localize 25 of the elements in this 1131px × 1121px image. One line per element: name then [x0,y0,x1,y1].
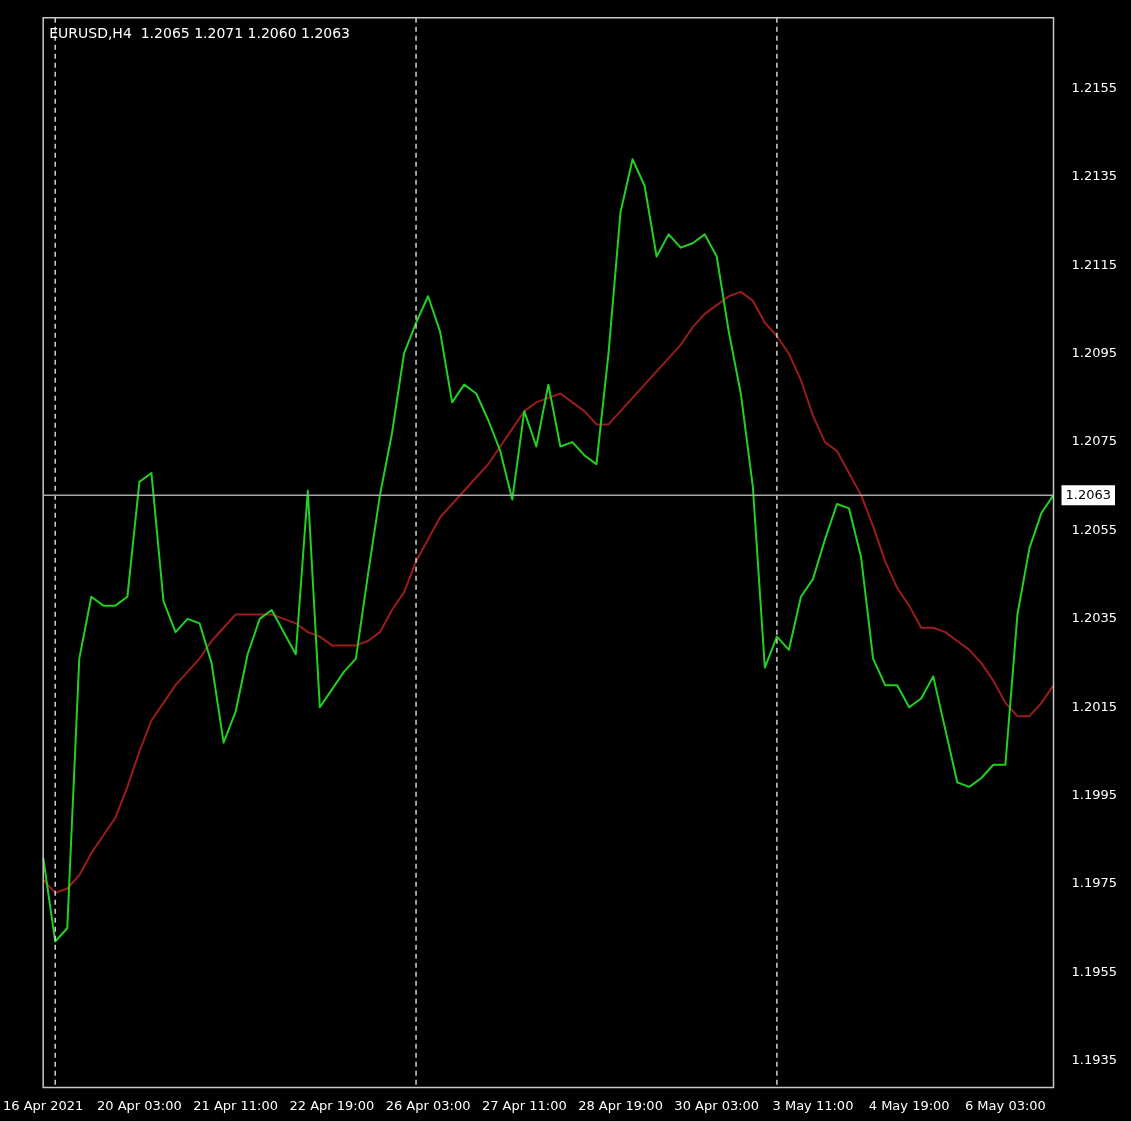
x-tick-label: 20 Apr 03:00 [97,1097,182,1113]
y-tick-label: 1.1955 [1071,963,1118,979]
x-tick-label: 28 Apr 19:00 [578,1097,663,1113]
x-tick-label: 27 Apr 11:00 [481,1097,567,1113]
y-tick-label: 1.1975 [1071,875,1118,891]
x-tick-label: 16 Apr 2021 [2,1097,84,1113]
y-tick-label: 1.2035 [1071,610,1118,626]
y-tick-label: 1.2135 [1071,168,1118,184]
x-tick-label: 22 Apr 19:00 [289,1097,375,1113]
x-tick-label: 3 May 11:00 [772,1097,854,1113]
y-tick-label: 1.1995 [1071,787,1118,803]
y-tick-label: 1.1935 [1071,1052,1118,1068]
text: EURUSD,H4 1.2065 1.2071 1.2060 1.2063 [49,25,351,42]
y-tick-label: 1.2055 [1071,521,1118,537]
y-tick-label: 1.2015 [1071,698,1118,714]
y-tick-label: 1.2155 [1071,79,1118,95]
x-tick-label: 4 May 19:00 [868,1097,950,1113]
y-tick-label: 1.2115 [1071,256,1118,272]
y-tick-label: 1.2075 [1071,433,1118,449]
x-tick-label: 6 May 03:00 [964,1097,1046,1113]
ref-line-label: 1.2063 [1065,486,1112,502]
x-tick-label: 21 Apr 11:00 [193,1097,279,1113]
x-tick-label: 26 Apr 03:00 [385,1097,471,1113]
y-tick-label: 1.2095 [1071,345,1118,361]
x-tick-label: 30 Apr 03:00 [674,1097,760,1113]
